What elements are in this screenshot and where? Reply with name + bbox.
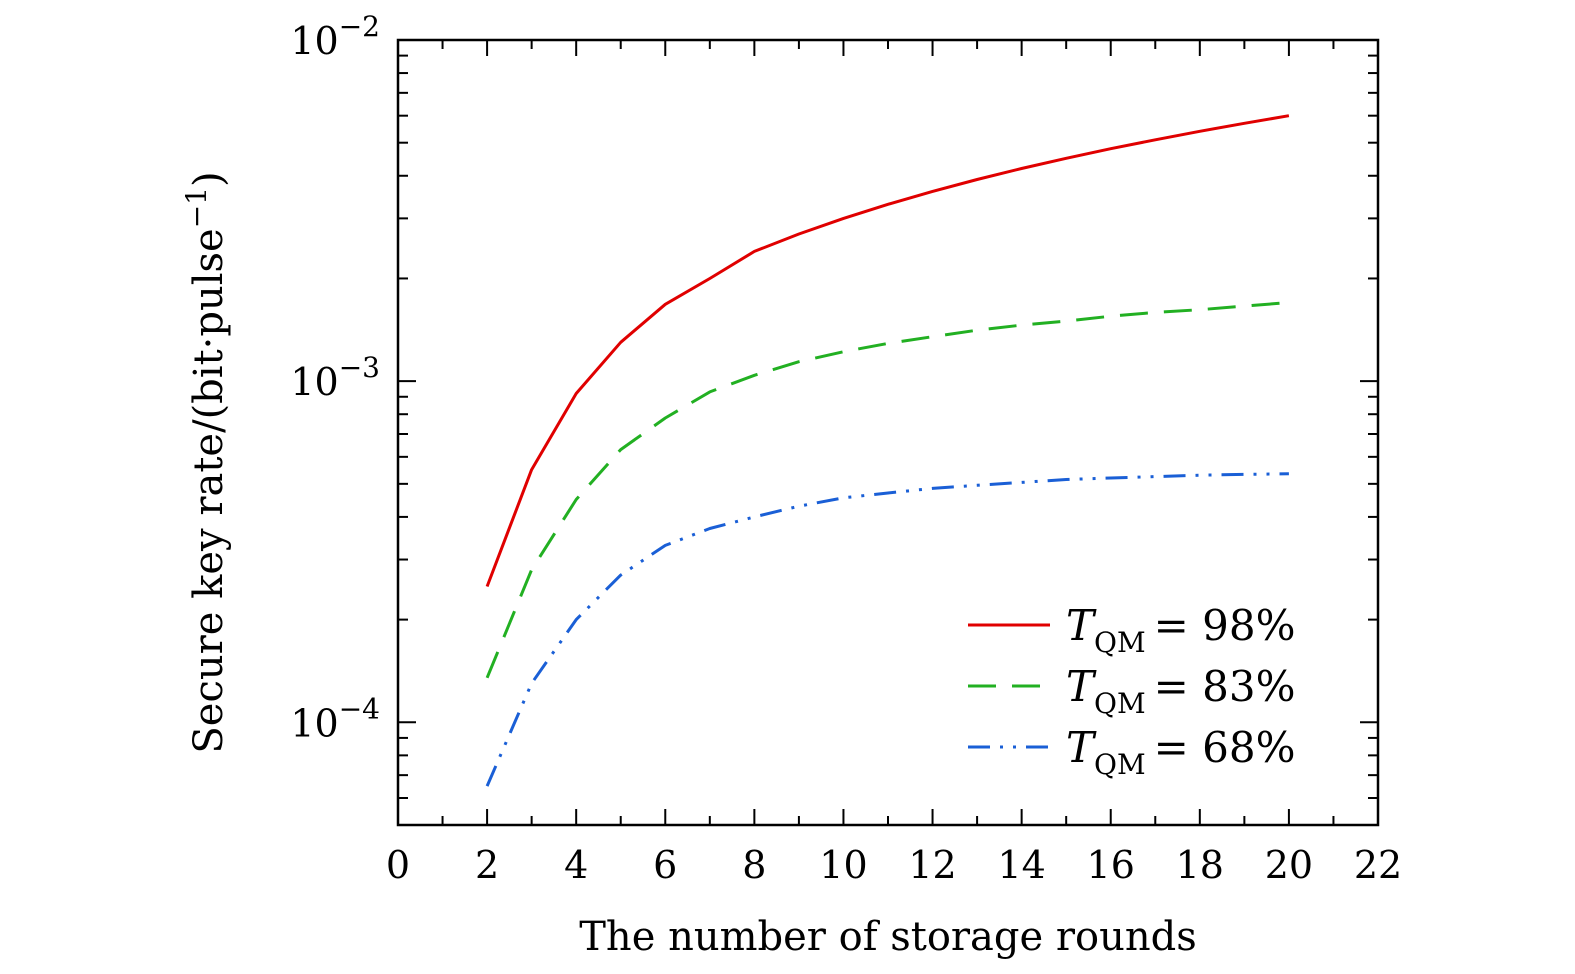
y-axis-ticks: 10−2 10−3 10−4: [290, 10, 1378, 826]
series-line-3: [485, 472, 1289, 787]
x-tick-label: 6: [653, 843, 677, 887]
y-axis-label-main: Secure key rate/(bit·pulse: [186, 228, 232, 753]
y-tick-label: 10−4: [290, 692, 380, 745]
x-tick-label: 12: [908, 843, 956, 887]
y-tick-label: 10−2: [290, 10, 380, 63]
x-tick-label: 0: [386, 843, 410, 887]
x-axis-label: The number of storage rounds: [579, 914, 1197, 960]
series-line-1: [485, 114, 1290, 588]
x-tick-label: 14: [997, 843, 1045, 887]
y-tick-label: 10−3: [290, 351, 380, 404]
x-tick-label: 4: [564, 843, 588, 887]
legend-label-2: TQM = 83%: [1066, 662, 1296, 720]
x-tick-label: 8: [742, 843, 766, 887]
y-axis-label: Secure key rate/(bit·pulse−1): [180, 171, 232, 753]
series-line-2: [485, 301, 1290, 679]
x-tick-label: 20: [1265, 843, 1313, 887]
legend: TQM = 98%TQM = 83%TQM = 68%: [968, 601, 1296, 781]
x-tick-label: 16: [1087, 843, 1135, 887]
y-axis-label-tail: ): [186, 171, 232, 187]
legend-label-1: TQM = 98%: [1066, 601, 1296, 659]
y-axis-label-superscript: −1: [180, 187, 213, 228]
x-tick-label: 10: [819, 843, 867, 887]
x-tick-label: 18: [1176, 843, 1224, 887]
series-layer: [485, 114, 1290, 787]
x-tick-label: 2: [475, 843, 499, 887]
x-axis-ticks: 0 2 4 6 8 10 12 14 16 18 20 22: [386, 40, 1402, 887]
legend-label-3: TQM = 68%: [1066, 723, 1296, 781]
x-tick-label: 22: [1354, 843, 1402, 887]
